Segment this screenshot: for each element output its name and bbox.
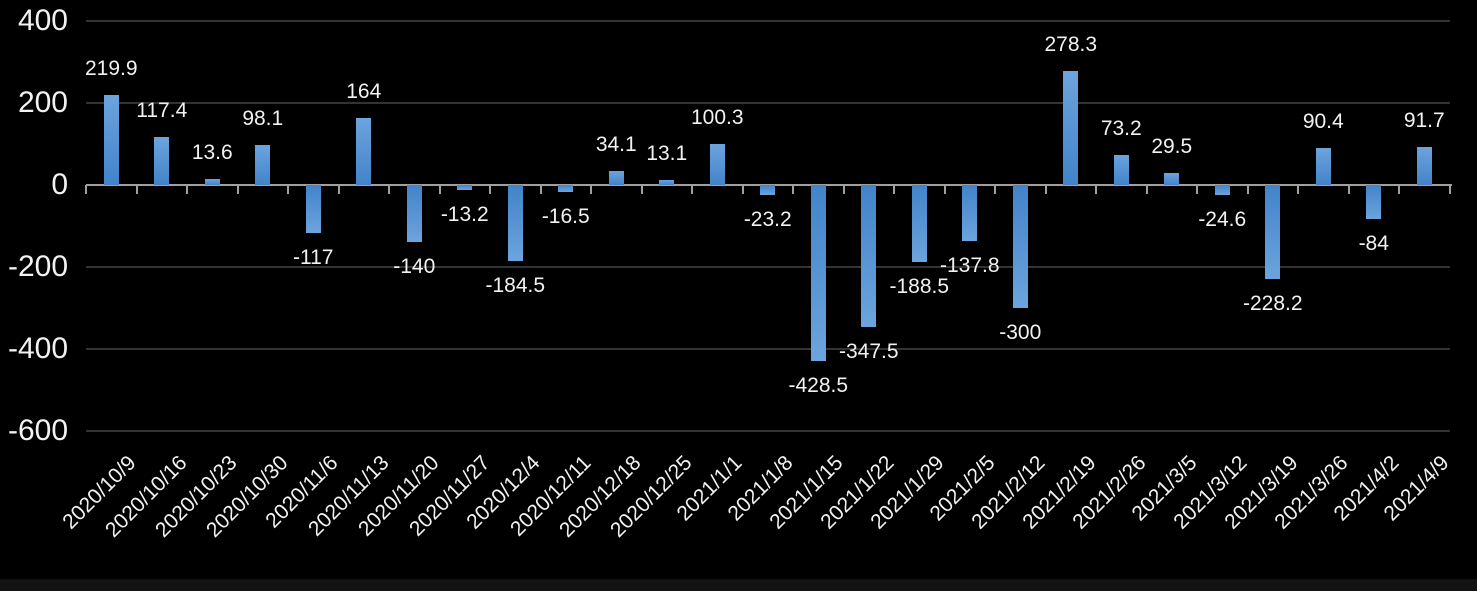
bar[interactable] — [558, 185, 574, 192]
x-axis-tick — [388, 185, 390, 194]
data-label: -84 — [1358, 232, 1389, 256]
bar[interactable] — [1416, 147, 1432, 185]
data-label: -228.2 — [1242, 291, 1303, 315]
bar[interactable] — [760, 185, 776, 195]
y-axis-tick-label: -200 — [7, 250, 68, 283]
data-label: 29.5 — [1151, 134, 1193, 158]
x-axis-tick — [438, 185, 441, 194]
x-axis-tick — [186, 185, 188, 194]
data-label: -347.5 — [838, 340, 899, 364]
bar[interactable] — [1265, 185, 1281, 279]
bar[interactable] — [507, 185, 523, 261]
x-axis-tick — [1196, 185, 1198, 194]
x-axis-tick — [741, 185, 744, 194]
x-axis-tick — [1145, 185, 1148, 194]
x-axis-tick — [539, 185, 542, 194]
bar[interactable] — [1113, 154, 1129, 185]
bar[interactable] — [204, 179, 220, 185]
bar[interactable] — [356, 117, 372, 185]
x-axis-tick — [1448, 185, 1451, 194]
data-label: 100.3 — [690, 105, 744, 129]
y-axis-tick-label: -400 — [7, 332, 68, 365]
data-label: -140 — [393, 255, 436, 279]
x-axis-tick — [1044, 185, 1047, 194]
y-gridline — [86, 348, 1450, 350]
y-axis-tick-label: -600 — [7, 414, 68, 447]
x-axis-tick — [85, 185, 87, 194]
x-axis-tick — [337, 185, 340, 194]
y-gridline — [86, 430, 1450, 432]
x-axis-tick — [893, 185, 895, 194]
bar[interactable] — [1214, 185, 1230, 196]
x-axis-tick — [792, 185, 794, 194]
data-label: 91.7 — [1403, 109, 1445, 133]
data-label: -117 — [293, 245, 334, 269]
data-label: 90.4 — [1302, 109, 1344, 133]
bar[interactable] — [659, 179, 675, 185]
bar[interactable] — [861, 185, 877, 328]
data-label: -428.5 — [788, 373, 849, 397]
y-axis-tick-label: 400 — [17, 4, 68, 37]
x-axis-tick — [1246, 185, 1249, 194]
x-axis-tick — [1398, 185, 1400, 194]
x-axis-tick — [236, 185, 239, 194]
x-axis-tick — [287, 185, 289, 194]
bar[interactable] — [608, 171, 624, 185]
bar[interactable] — [1063, 70, 1079, 185]
bar[interactable] — [810, 185, 826, 361]
data-label: 219.9 — [84, 56, 138, 80]
x-axis-tick — [943, 185, 946, 194]
data-label: 34.1 — [595, 133, 637, 157]
data-label: -13.2 — [440, 203, 489, 227]
x-axis-tick — [1095, 185, 1097, 194]
bar[interactable] — [305, 185, 321, 233]
data-label: 13.6 — [191, 141, 233, 165]
bar[interactable] — [103, 94, 119, 185]
y-gridline — [86, 20, 1450, 22]
data-label: 13.1 — [646, 141, 688, 165]
x-axis-tick — [590, 185, 592, 194]
data-label: -23.2 — [743, 207, 792, 231]
data-label: -300 — [999, 321, 1042, 344]
bar[interactable] — [457, 185, 473, 191]
bar[interactable] — [911, 185, 927, 263]
x-axis-tick — [842, 185, 845, 194]
data-label: 117.4 — [136, 98, 188, 122]
y-axis-tick-label: 0 — [51, 168, 68, 201]
y-gridline — [86, 102, 1450, 104]
bar[interactable] — [962, 185, 978, 242]
bar[interactable] — [1315, 147, 1331, 185]
x-axis-tick — [994, 185, 996, 194]
data-label: -137.8 — [939, 254, 1000, 278]
data-label: -24.6 — [1198, 208, 1247, 232]
y-axis-tick-label: 200 — [17, 86, 68, 119]
x-axis-tick — [1347, 185, 1350, 194]
data-label: 164 — [346, 79, 382, 103]
data-label: 98.1 — [242, 106, 284, 130]
data-label: 73.2 — [1100, 116, 1142, 140]
bar[interactable] — [1012, 185, 1028, 308]
bar[interactable] — [709, 143, 725, 185]
data-label: 278.3 — [1044, 32, 1098, 56]
x-axis-tick — [691, 185, 693, 194]
bar[interactable] — [1164, 172, 1180, 185]
x-axis-tick — [640, 185, 643, 194]
bar[interactable] — [1366, 185, 1382, 220]
x-axis-tick — [1297, 185, 1299, 194]
bottom-strip — [0, 579, 1477, 591]
y-gridline — [86, 266, 1450, 268]
data-label: -184.5 — [485, 273, 546, 297]
bar[interactable] — [255, 144, 271, 185]
bar[interactable] — [406, 185, 422, 243]
bar[interactable] — [154, 136, 170, 185]
data-label: -16.5 — [541, 204, 590, 228]
x-axis-tick — [135, 185, 138, 194]
data-label: -188.5 — [889, 275, 950, 299]
x-axis-tick — [489, 185, 491, 194]
